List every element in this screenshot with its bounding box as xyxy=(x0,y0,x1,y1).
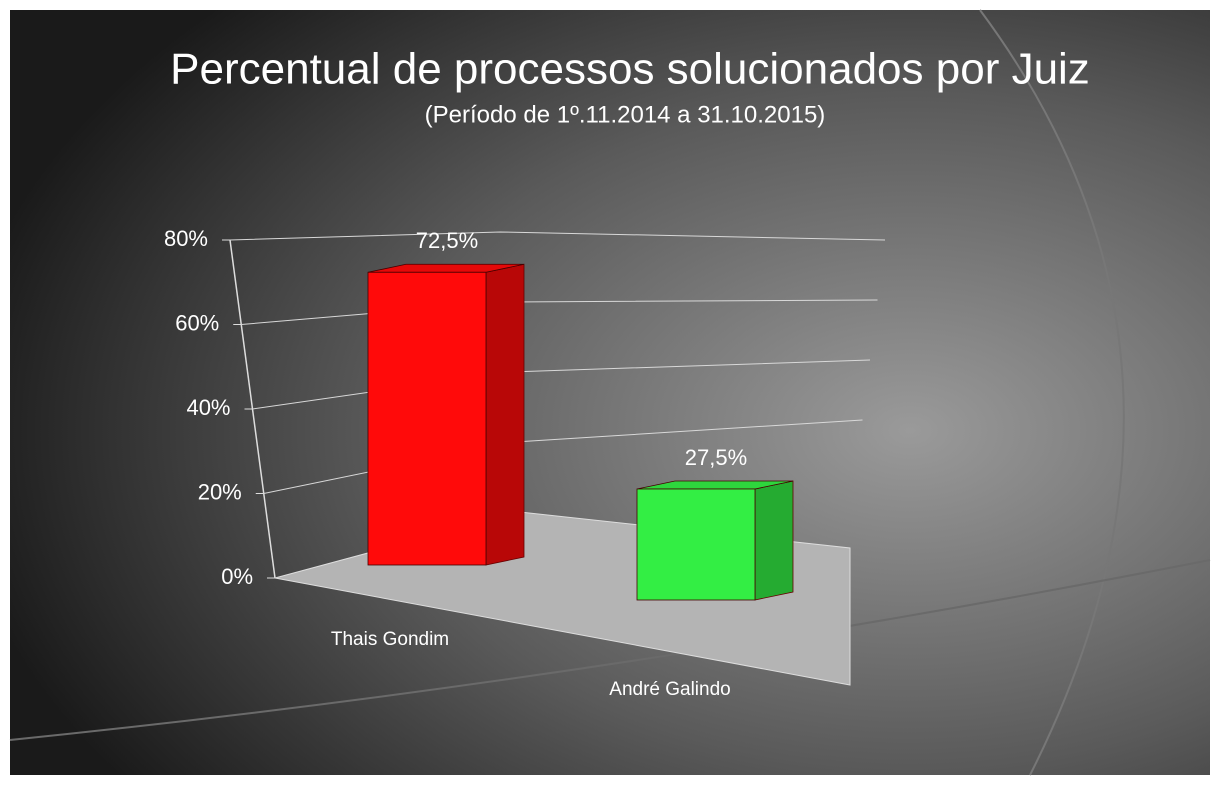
data-label: 27,5% xyxy=(685,445,747,470)
decor-arc xyxy=(979,9,1125,776)
bar-side xyxy=(754,480,794,601)
decor-arc xyxy=(9,559,1211,741)
y-tick-label: 80% xyxy=(164,226,208,251)
bar-side xyxy=(485,263,525,566)
chart-subtitle: (Período de 1º.11.2014 a 31.10.2015) xyxy=(425,101,826,128)
y-tick-label: 0% xyxy=(221,564,253,589)
y-tick-label: 20% xyxy=(198,479,242,504)
bar xyxy=(367,271,487,566)
bar xyxy=(636,488,756,601)
grid-line xyxy=(229,231,886,241)
x-tick-label: André Galindo xyxy=(609,679,730,700)
x-tick-label: Thais Gondim xyxy=(331,629,449,650)
y-tick-label: 60% xyxy=(175,310,219,335)
y-tick-label: 40% xyxy=(186,395,230,420)
chart-title: Percentual de processos solucionados por… xyxy=(170,45,1090,94)
background xyxy=(10,10,1210,775)
data-label: 72,5% xyxy=(416,228,478,253)
